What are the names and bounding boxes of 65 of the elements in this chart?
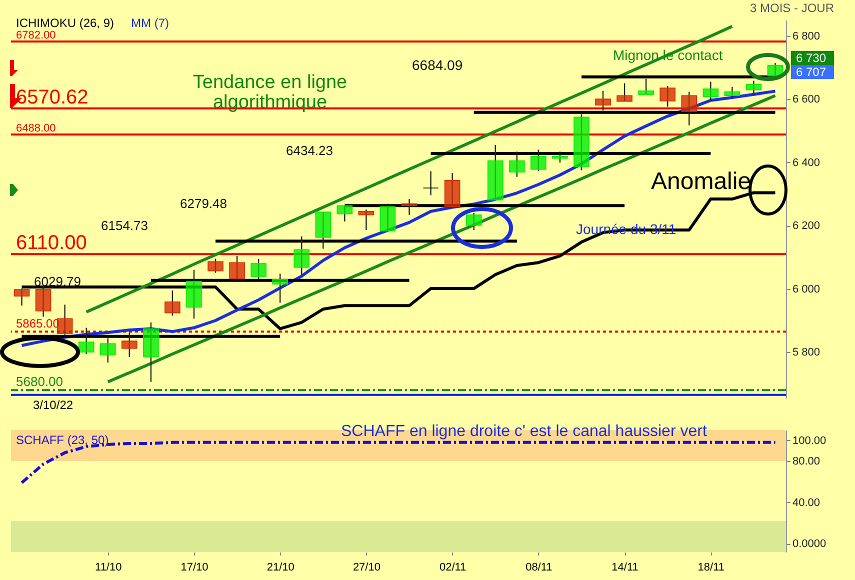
candlestick: [724, 86, 740, 98]
candlestick: [250, 258, 266, 280]
candlestick: [552, 150, 568, 164]
candlestick: [229, 255, 245, 280]
candlestick: [767, 62, 784, 77]
text: 6 707: [796, 65, 826, 79]
annotation: 3/10/22: [33, 398, 74, 412]
y-tick-label: 0.0000: [792, 538, 826, 550]
x-tick-label: 11/10: [95, 562, 122, 574]
y-tick-label: 6 400: [792, 156, 820, 169]
y-tick-label: 6 000: [792, 283, 820, 296]
y-tick-label: 6 800: [792, 30, 820, 42]
y-tick-label: 80.00: [792, 456, 820, 468]
text: MM (7): [131, 16, 169, 30]
candlestick: [466, 212, 482, 231]
ref-line-label: 5680.00: [16, 374, 63, 390]
annotation: 6029.79: [34, 274, 81, 289]
x-tick-label: 02/11: [439, 562, 466, 574]
series-label: SCHAFF (23, 50): [16, 433, 109, 447]
annotation: Anomalie: [651, 168, 752, 195]
candlestick: [78, 327, 94, 355]
candlestick: [681, 91, 698, 126]
text: ICHIMOKU (26, 9): [16, 16, 114, 30]
x-tick-label: 27/10: [352, 562, 380, 574]
y-tick-label: 40.00: [792, 496, 820, 509]
ref-line-label: 6570.62: [16, 86, 88, 108]
candlestick: [746, 80, 762, 96]
x-tick-label: 18/11: [698, 562, 725, 574]
candlestick: [401, 198, 418, 216]
candlestick: [660, 86, 676, 108]
x-tick-label: 17/10: [180, 562, 208, 574]
x-tick-label: 08/11: [526, 562, 552, 574]
candlestick: [336, 205, 353, 222]
candlestick: [422, 170, 439, 196]
chart-title: 3 MOIS - JOUR: [750, 1, 834, 15]
y-tick-label: 100.00: [792, 434, 826, 447]
y-tick-label: 6 200: [792, 220, 820, 232]
candlestick: [616, 82, 632, 102]
candlestick: [122, 332, 138, 358]
ref-line-label: 6488.00: [16, 122, 56, 135]
x-tick-label: 21/10: [266, 562, 294, 574]
annotation: 6684.09: [412, 57, 463, 73]
annotation: 6154.73: [101, 218, 148, 233]
candlestick: [272, 273, 288, 304]
candlestick: [35, 285, 52, 318]
candlestick: [530, 149, 546, 172]
candlestick: [702, 81, 719, 101]
candlestick: [14, 288, 30, 306]
candlestick: [294, 236, 310, 276]
text: 6 730: [796, 51, 826, 65]
candlestick: [164, 290, 180, 316]
annotation: 6279.48: [180, 196, 227, 211]
candlestick: [638, 78, 654, 96]
x-tick-label: 14/11: [612, 562, 638, 574]
candlestick: [100, 338, 116, 364]
ref-line-label: 6110.00: [16, 232, 87, 254]
candlestick: [595, 90, 611, 112]
annotation: SCHAFF en ligne droite c' est le canal haussier vert: [341, 423, 708, 440]
annotation: 6434.23: [286, 143, 333, 158]
ref-line-label: 6782.00: [16, 30, 56, 42]
y-tick-label: 5 800: [792, 346, 820, 359]
candlestick: [509, 150, 525, 178]
candlestick: [358, 208, 374, 231]
y-tick-label: 6 600: [792, 94, 820, 106]
candlestick: [208, 258, 224, 274]
